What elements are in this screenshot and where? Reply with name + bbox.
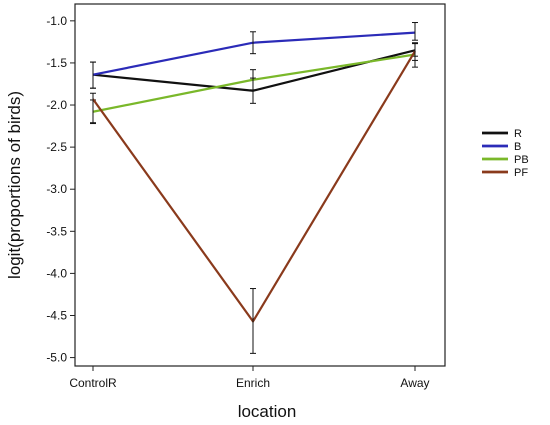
y-tick-label: -3.5 xyxy=(46,224,67,238)
error-bar xyxy=(412,43,418,61)
y-tick-label: -1.0 xyxy=(46,14,67,28)
y-tick-label: -5.0 xyxy=(46,351,67,365)
y-axis-title: logit(proportions of birds) xyxy=(5,91,24,279)
plot-frame xyxy=(74,3,446,367)
y-tick-label: -4.0 xyxy=(46,266,67,280)
legend-label: PF xyxy=(514,167,528,179)
x-axis: ControlR Enrich Away xyxy=(69,366,430,390)
series-line-r xyxy=(92,49,416,92)
series-layer xyxy=(90,22,418,354)
legend-label: B xyxy=(514,141,521,153)
series-pb xyxy=(90,42,418,124)
x-axis-title: location xyxy=(238,402,297,421)
series-line-pf xyxy=(92,50,416,324)
y-tick-label: -3.0 xyxy=(46,182,67,196)
error-bar xyxy=(250,288,256,354)
series-b xyxy=(90,22,418,89)
y-tick-label: -4.5 xyxy=(46,308,67,322)
legend-label: R xyxy=(514,128,522,140)
legend-item-pb: PB xyxy=(482,154,529,166)
y-axis: -1.0 -1.5 -2.0 -2.5 -3.0 -3.5 -4.0 -4.5 -5.0 xyxy=(46,14,75,365)
legend-item-b: B xyxy=(482,141,521,153)
x-tick-label: ControlR xyxy=(69,376,117,390)
legend-item-r: R xyxy=(482,128,522,140)
y-tick-label: -2.0 xyxy=(46,98,67,112)
series-pf xyxy=(90,43,418,354)
error-bar xyxy=(90,92,96,125)
x-tick-label: Away xyxy=(400,376,429,390)
x-tick-label: Enrich xyxy=(236,376,270,390)
error-bar xyxy=(90,61,96,89)
y-tick-label: -1.5 xyxy=(46,56,67,70)
y-tick-label: -2.5 xyxy=(46,140,67,154)
series-r xyxy=(90,43,418,104)
legend-item-pf: PF xyxy=(482,167,528,179)
error-bar xyxy=(412,22,418,41)
legend-label: PB xyxy=(514,154,529,166)
